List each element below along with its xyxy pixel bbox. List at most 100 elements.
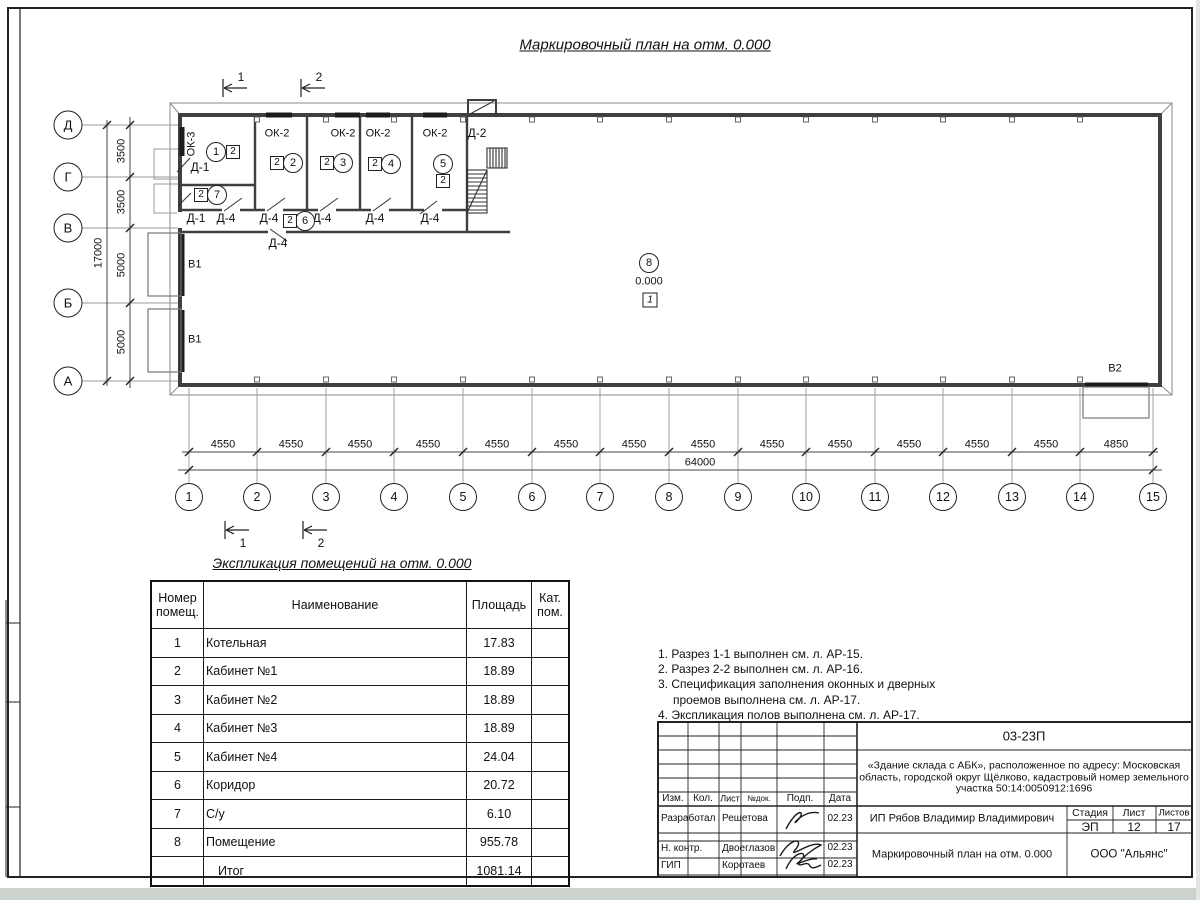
table-row: 7 С/у 6.10 [150,799,570,829]
grid-bubble-15: 15 [1139,483,1167,511]
room-number-bubble-7: 7 [207,185,227,205]
dim-bottom-4: 4550 [415,438,441,451]
door-label-d4-4: Д-4 [365,211,385,225]
category-square-1: 2 [226,145,240,159]
dim-bottom-12: 4550 [964,438,990,451]
door-label-d1-top: Д-1 [190,160,210,174]
category-square-2: 2 [270,156,284,170]
door-label-d4-5: Д-4 [420,211,440,225]
note-line: 2. Разрез 2-2 выполнен см. л. АР-16. [658,662,864,677]
section-mark-2-top: 2 [315,70,323,84]
room-number-bubble-8: 8 [639,253,659,273]
category-square-5: 2 [436,174,450,188]
dim-bottom-8: 4550 [690,438,716,451]
col-header-number: Номер помещ. [150,580,204,629]
axis-bubble-g: Г [53,162,83,192]
category-square-6: 2 [283,214,297,228]
table-row: 5 Кабинет №4 24.04 [150,742,570,772]
stamp-client: ИП Рябов Владимир Владимирович [869,812,1055,825]
door-label-d4-2: Д-4 [259,211,279,225]
gate-label-v2: В2 [1108,362,1122,375]
category-square-4: 2 [368,157,382,171]
table-row: 8 Помещение 955.78 [150,827,570,857]
dim-bottom-7: 4550 [621,438,647,451]
dim-bottom-10: 4550 [827,438,853,451]
project-code: 03-23П [1002,728,1046,744]
note-line: 4. Экспликация полов выполнена см. л. АР… [658,707,920,722]
stamp-role-gip: ГИП [661,860,681,871]
stamp-date-ncontrol: 02.23 [827,842,853,853]
stamp-sheets-value: 17 [1167,820,1181,834]
stamp-stage-value: ЭП [1081,820,1099,834]
grid-bubble-8: 8 [655,483,683,511]
grid-bubble-10: 10 [792,483,820,511]
grid-bubble-13: 13 [998,483,1026,511]
stamp-sheet-value: 12 [1127,820,1141,834]
table-header-row: Номер помещ. Наименование Площадь Кат. п… [150,580,570,629]
stamp-date-gip: 02.23 [827,859,853,870]
dim-bottom-5: 4550 [484,438,510,451]
stamp-sheets-label: Листов [1158,807,1190,819]
dim-bottom-9: 4550 [759,438,785,451]
room-number-bubble-2: 2 [283,153,303,173]
window-label-ok2-3: ОК-2 [365,127,391,140]
window-label-ok2-1: ОК-2 [264,127,290,140]
stamp-col-ndok: №док. [747,794,771,803]
axis-bubble-a: А [53,366,83,396]
axis-bubble-d: Д [53,110,83,140]
door-label-d4-1: Д-4 [216,211,236,225]
dim-bottom-13: 4550 [1033,438,1059,451]
section-mark-1-top: 1 [237,70,245,84]
stamp-col-podp: Подп. [786,793,814,804]
dim-left-2: 3500 [115,189,128,215]
room-number-bubble-3: 3 [333,153,353,173]
door-label-d1-bottom: Д-1 [186,211,206,225]
dim-bottom-2: 4550 [278,438,304,451]
section-mark-2-bottom: 2 [317,536,325,550]
col-header-category: Кат. пом. [531,580,570,629]
project-object-description: «Здание склада с АБК», расположенное по … [859,759,1189,795]
dim-left-total: 17000 [92,237,105,269]
dim-left-1: 3500 [115,138,128,164]
grid-bubble-14: 14 [1066,483,1094,511]
category-square-3: 2 [320,156,334,170]
notes-block: 1. Разрез 1-1 выполнен см. л. АР-15. 2. … [658,647,972,723]
grid-bubble-5: 5 [449,483,477,511]
stamp-name-developer: Решетова [722,813,768,824]
window-label-ok2-2: ОК-2 [330,127,356,140]
table-row: 4 Кабинет №3 18.89 [150,713,570,743]
col-header-area: Площадь [466,580,532,629]
window-label-ok3: ОК-3 [185,131,198,157]
table-row: 1 Котельная 17.83 [150,628,570,658]
scan-edge-bottom [0,888,1200,900]
door-label-d4-6: Д-4 [268,236,288,250]
door-label-d2: Д-2 [467,126,487,140]
stamp-col-list: Лист [720,793,740,804]
explication-table: Номер помещ. Наименование Площадь Кат. п… [150,580,570,887]
stamp-stage-label: Стадия [1072,806,1108,819]
grid-bubble-11: 11 [861,483,889,511]
table-row-total: Итог 1081.14 [150,856,570,886]
grid-bubble-4: 4 [380,483,408,511]
dim-bottom-3: 4550 [347,438,373,451]
gate-label-v1-lower: В1 [188,333,202,346]
stamp-date-developer: 02.23 [827,813,853,824]
table-row: 3 Кабинет №2 18.89 [150,685,570,715]
floor-type-square: 1 [642,292,658,308]
stamp-sheet-label: Лист [1122,806,1146,819]
dim-bottom-6: 4550 [553,438,579,451]
grid-bubble-9: 9 [724,483,752,511]
stamp-name-gip: Коротаев [722,860,766,871]
stamp-col-izm: Изм. [662,793,684,804]
stamp-doc-title: Маркировочный план на отм. 0.000 [871,848,1053,861]
dim-left-3: 5000 [115,252,128,278]
section-mark-1-bottom: 1 [239,536,247,550]
stamp-role-developer: Разработал [661,813,716,824]
grid-bubble-2: 2 [243,483,271,511]
dim-bottom-11: 4550 [896,438,922,451]
stamp-col-data: Дата [828,793,852,804]
table-row: 6 Коридор 20.72 [150,770,570,800]
axis-bubble-v: В [53,213,83,243]
window-label-ok2-4: ОК-2 [422,127,448,140]
